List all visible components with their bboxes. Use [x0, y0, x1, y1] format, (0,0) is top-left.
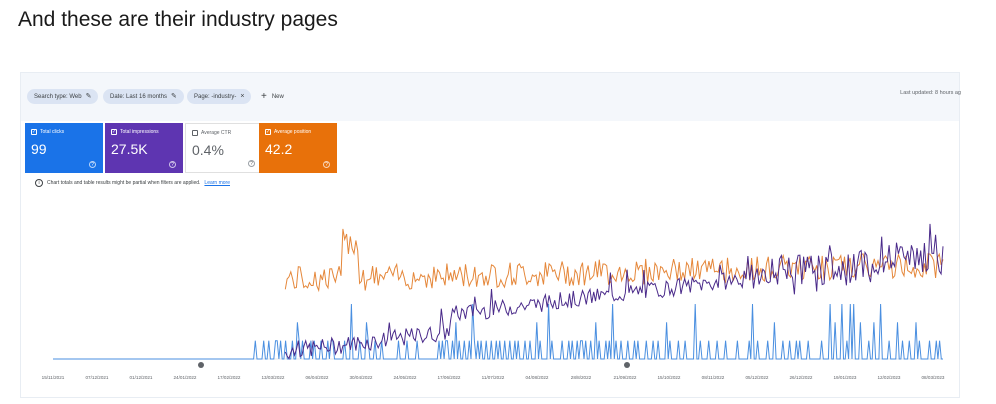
x-tick-label: 12/02/2023 — [878, 375, 901, 380]
x-tick-label: 05/12/2022 — [746, 375, 769, 380]
checkbox-checked-icon[interactable]: ✓ — [111, 129, 117, 135]
x-tick-label: 15/10/2022 — [658, 375, 681, 380]
new-filter-label: New — [271, 94, 284, 100]
series-line-impressions — [284, 223, 944, 360]
annotation-marker-icon[interactable] — [624, 362, 630, 368]
x-tick-label: 17/02/2022 — [218, 375, 241, 380]
filter-page-label: Page: -industry- — [194, 94, 237, 100]
x-tick-label: 15/11/2021 — [42, 375, 65, 380]
metric-label: Total impressions — [120, 129, 159, 135]
series-line-clicks — [53, 303, 943, 360]
help-icon[interactable]: ? — [89, 161, 96, 168]
new-filter-button[interactable]: + New — [261, 89, 284, 104]
filter-search-type-label: Search type: Web — [34, 94, 82, 100]
page-heading: And these are their industry pages — [18, 8, 338, 31]
partial-results-note: i Chart totals and table results might b… — [35, 179, 230, 187]
last-updated-text: Last updated: 8 hours ag — [900, 90, 961, 96]
metric-card-total-clicks[interactable]: ✓ Total clicks 99 ? — [25, 123, 103, 173]
performance-chart: 15/11/2021 07/12/2021 01/12/2021 24/01/2022… — [42, 223, 945, 380]
x-tick-label: 19/01/2023 — [834, 375, 857, 380]
checkbox-checked-icon[interactable]: ✓ — [265, 129, 271, 135]
close-icon[interactable]: × — [240, 93, 245, 100]
x-tick-label: 08/03/2023 — [922, 375, 945, 380]
x-tick-label: 01/12/2021 — [130, 375, 153, 380]
learn-more-link[interactable]: Learn more — [204, 180, 230, 186]
x-tick-label: 17/06/2022 — [438, 375, 461, 380]
help-icon[interactable]: ? — [169, 161, 176, 168]
x-tick-label: 08/11/2022 — [702, 375, 725, 380]
annotation-marker-icon[interactable] — [198, 362, 204, 368]
x-tick-label: 30/04/2022 — [350, 375, 373, 380]
filter-bar: Search type: Web ✎ Date: Last 16 months ✎ … — [21, 73, 961, 121]
metric-label: Average CTR — [201, 130, 232, 136]
metric-value: 42.2 — [265, 141, 293, 157]
metric-card-total-impressions[interactable]: ✓ Total impressions 27.5K ? — [105, 123, 183, 173]
x-tick-label: 04/08/2022 — [526, 375, 549, 380]
plus-icon: + — [261, 91, 267, 102]
metric-card-average-ctr[interactable]: Average CTR 0.4% ? — [185, 123, 263, 173]
metric-value: 27.5K — [111, 141, 148, 157]
pencil-icon[interactable]: ✎ — [171, 93, 177, 100]
filter-chip-search-type[interactable]: Search type: Web ✎ — [27, 89, 99, 104]
search-console-panel: Search type: Web ✎ Date: Last 16 months ✎ … — [20, 72, 961, 398]
metric-value: 99 — [31, 141, 47, 157]
checkbox-unchecked-icon[interactable] — [192, 130, 198, 136]
metric-card-average-position[interactable]: ✓ Average position 42.2 ? — [259, 123, 337, 173]
filter-chip-date[interactable]: Date: Last 16 months ✎ — [103, 89, 184, 104]
x-tick-label: 24/01/2022 — [174, 375, 197, 380]
filter-chip-page[interactable]: Page: -industry- × — [187, 89, 252, 104]
help-icon[interactable]: ? — [323, 161, 330, 168]
filter-date-label: Date: Last 16 months — [110, 94, 168, 100]
metric-label: Average position — [274, 129, 312, 135]
x-tick-label: 24/05/2022 — [394, 375, 417, 380]
pencil-icon[interactable]: ✎ — [85, 93, 92, 100]
metric-label: Total clicks — [40, 129, 65, 135]
x-tick-label: 11/07/2022 — [482, 375, 505, 380]
info-icon: i — [35, 179, 43, 187]
checkbox-checked-icon[interactable]: ✓ — [31, 129, 37, 135]
x-tick-label: 06/04/2022 — [306, 375, 329, 380]
x-tick-label: 13/03/2022 — [262, 375, 285, 380]
series-line-position — [284, 228, 944, 293]
metric-value: 0.4% — [192, 142, 224, 158]
note-text: Chart totals and table results might be … — [47, 180, 201, 186]
x-tick-label: 28/8/2022 — [571, 375, 592, 380]
x-tick-label: 07/12/2021 — [86, 375, 109, 380]
x-tick-label: 21/09/2022 — [614, 375, 637, 380]
x-tick-label: 26/12/2022 — [790, 375, 813, 380]
help-icon[interactable]: ? — [248, 160, 255, 167]
